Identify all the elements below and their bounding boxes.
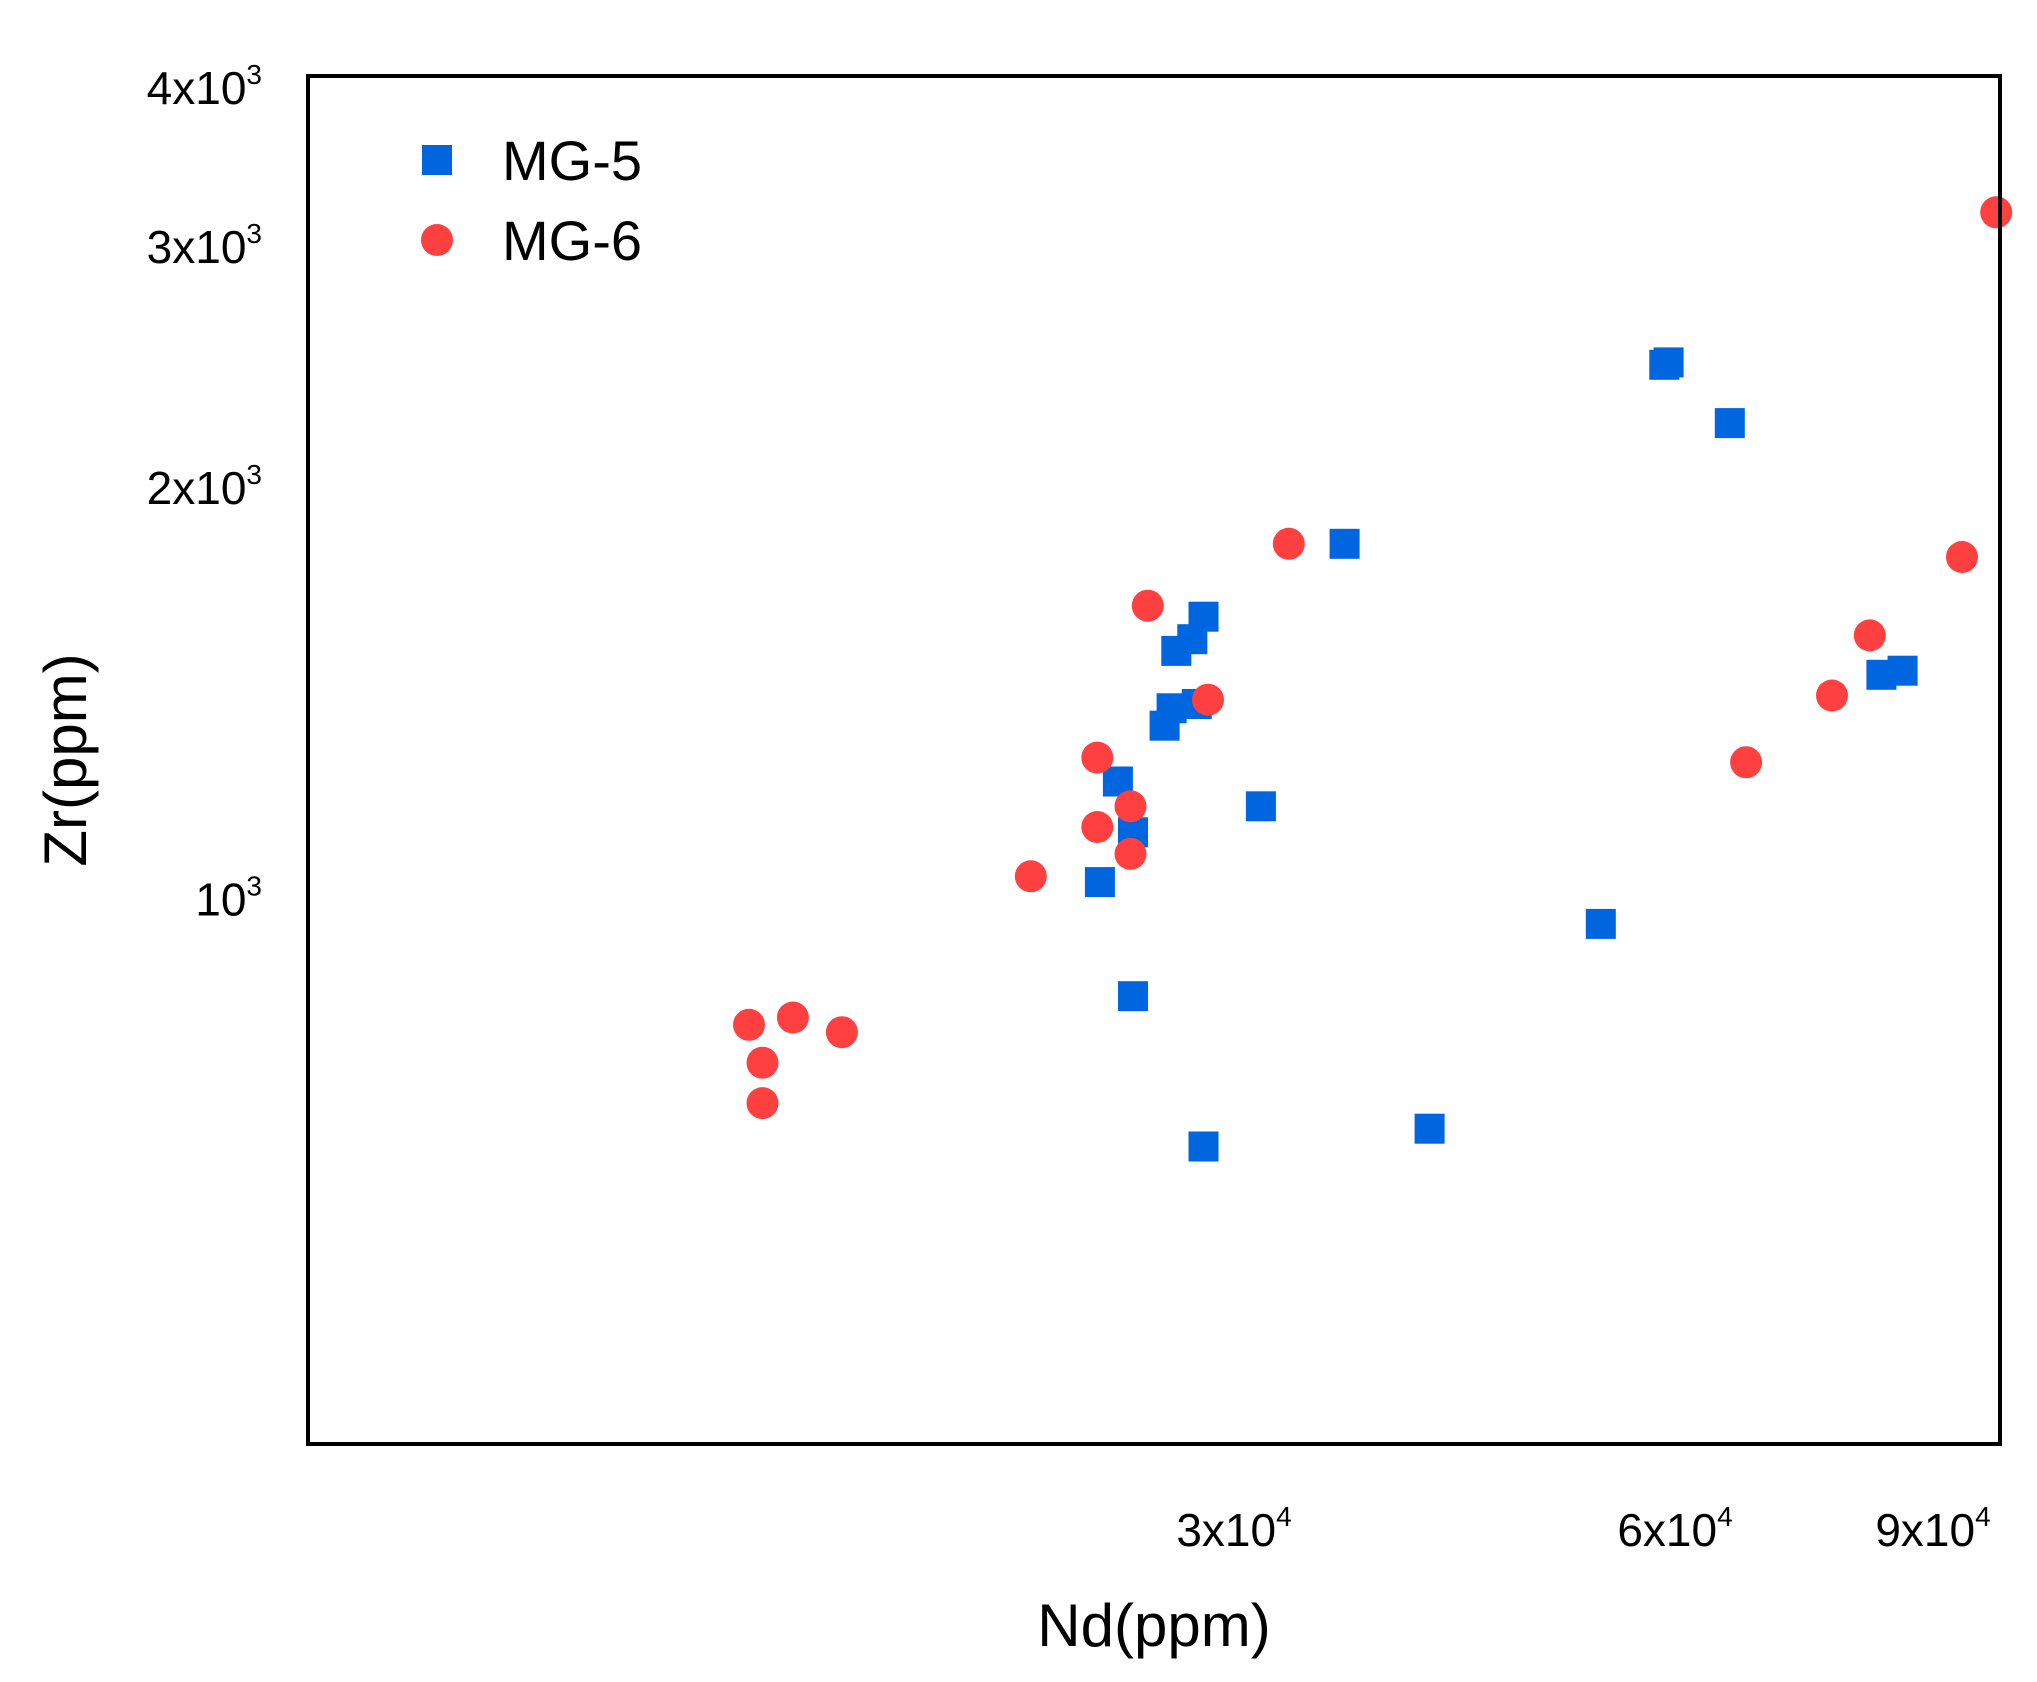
point-mg-6-1 <box>733 1008 765 1041</box>
point-mg-5-11 <box>1188 1131 1219 1162</box>
x-tick-label-30000: 3x104 <box>1176 1501 1291 1556</box>
legend-marker-mg-5 <box>422 145 452 175</box>
legend-item-mg-6: MG-6 <box>421 209 642 272</box>
y-axis-title: Zr(ppm) <box>32 653 99 866</box>
y-axis-ticks: 103 2x103 3x103 4x103 <box>147 59 262 926</box>
series-mg-6 <box>733 196 2013 1120</box>
x-tick-label-90000: 9x104 <box>1875 1501 1990 1556</box>
point-mg-6-7 <box>1081 741 1114 774</box>
point-mg-5-18 <box>1714 408 1745 439</box>
point-mg-6-11 <box>1131 589 1164 622</box>
point-mg-5-17 <box>1653 347 1684 378</box>
point-mg-5-1 <box>1084 867 1115 898</box>
point-mg-6-9 <box>1114 790 1147 823</box>
y-tick-label-2000: 2x103 <box>147 459 262 514</box>
point-mg-6-14 <box>1730 746 1763 779</box>
series-mg-5 <box>1084 347 1918 1162</box>
point-mg-6-16 <box>1853 619 1886 652</box>
point-mg-5-20 <box>1887 655 1918 686</box>
x-tick-label-60000: 6x104 <box>1617 1501 1732 1556</box>
plot-frame <box>306 74 2002 1446</box>
point-mg-6-10 <box>1114 837 1147 870</box>
point-mg-5-4 <box>1118 981 1148 1012</box>
point-mg-6-2 <box>746 1046 779 1079</box>
y-tick-label-4000: 4x103 <box>147 59 262 114</box>
data-points <box>733 196 2013 1162</box>
point-mg-6-17 <box>1946 541 1978 573</box>
y-tick-label-1000: 103 <box>195 871 262 926</box>
y-tick-label-3000: 3x103 <box>147 218 262 273</box>
point-mg-5-6 <box>1156 693 1187 724</box>
point-mg-6-13 <box>1272 527 1305 560</box>
point-mg-6-3 <box>746 1087 779 1120</box>
point-mg-6-8 <box>1081 811 1114 843</box>
legend: MG-5 MG-6 <box>421 129 642 272</box>
point-mg-5-13 <box>1329 528 1360 559</box>
x-axis-ticks: 3x104 6x104 9x104 <box>1176 1501 1990 1556</box>
point-mg-5-10 <box>1188 601 1219 632</box>
point-mg-5-14 <box>1414 1113 1445 1144</box>
point-mg-6-18 <box>1980 196 2013 229</box>
point-mg-5-12 <box>1245 791 1276 822</box>
legend-label-mg-6: MG-6 <box>502 209 642 272</box>
x-axis-title: Nd(ppm) <box>1037 1592 1270 1659</box>
point-mg-5-15 <box>1585 908 1616 939</box>
point-mg-6-6 <box>1014 860 1047 893</box>
point-mg-6-5 <box>825 1016 858 1049</box>
legend-label-mg-5: MG-5 <box>502 129 642 192</box>
point-mg-6-15 <box>1816 679 1848 712</box>
legend-marker-mg-6 <box>421 224 453 256</box>
legend-item-mg-5: MG-5 <box>422 129 642 192</box>
point-mg-6-4 <box>776 1001 809 1034</box>
point-mg-6-12 <box>1192 683 1224 716</box>
